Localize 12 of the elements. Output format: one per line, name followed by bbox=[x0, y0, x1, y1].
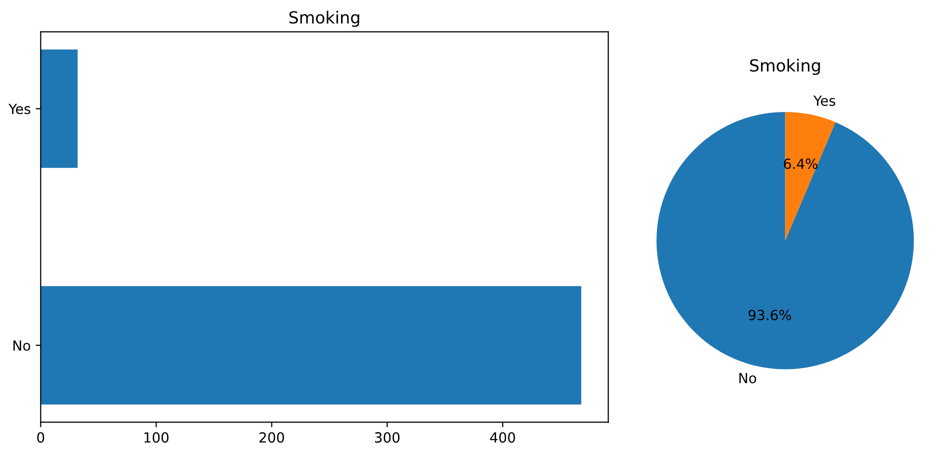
slice-label: Yes bbox=[813, 96, 836, 106]
x-tick-label: 100 bbox=[144, 432, 169, 443]
slice-label: No bbox=[739, 372, 756, 384]
pie-slice bbox=[785, 112, 836, 241]
x-tick-label: 400 bbox=[490, 432, 516, 443]
x-tick-label: 200 bbox=[259, 432, 284, 443]
pie-slice bbox=[656, 112, 914, 370]
data-label: 93.6% bbox=[748, 310, 792, 320]
x-tick-label: 300 bbox=[375, 432, 400, 443]
x-tick-label: 0 bbox=[37, 432, 44, 443]
chart-title: Smoking bbox=[289, 10, 360, 27]
chart-title: Smoking bbox=[750, 58, 820, 75]
